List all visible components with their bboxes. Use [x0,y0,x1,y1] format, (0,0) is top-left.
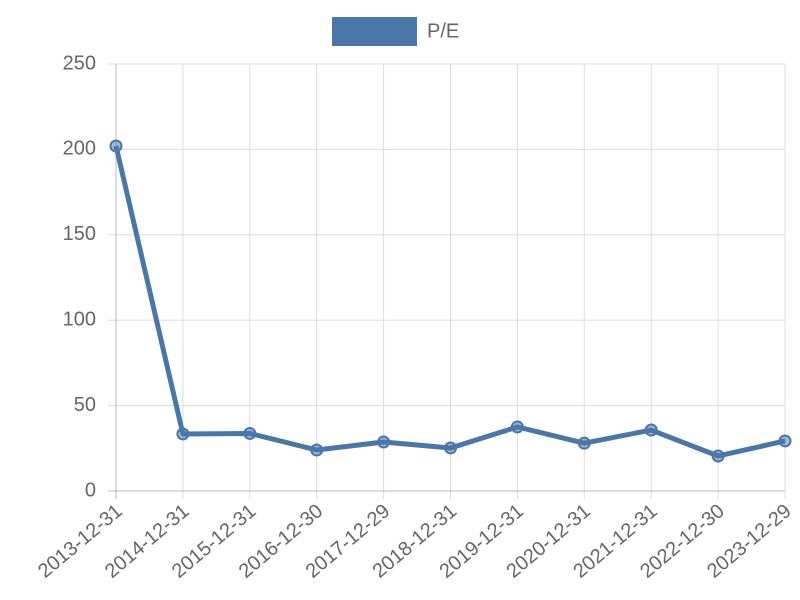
legend-swatch [332,17,417,46]
data-point [577,436,591,450]
y-tick-label: 100 [63,308,96,330]
data-point [109,139,123,153]
data-point [644,423,658,437]
data-point [711,449,725,463]
y-tick-label: 50 [74,394,96,416]
data-point [243,426,257,440]
y-tick-label: 0 [85,479,96,501]
y-tick-label: 250 [63,52,96,74]
data-point [377,435,391,449]
data-point [310,443,324,457]
legend-label: P/E [427,20,459,42]
data-point [510,420,524,434]
data-point [778,434,792,448]
data-point [444,441,457,455]
y-tick-label: 200 [63,138,96,160]
data-point [176,427,190,441]
y-tick-label: 150 [63,223,96,245]
